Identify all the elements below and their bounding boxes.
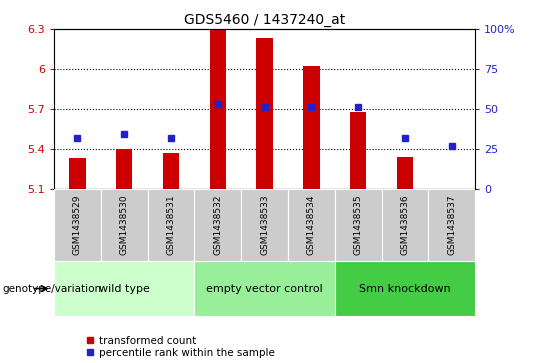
Bar bbox=[350, 111, 366, 189]
Bar bbox=[428, 189, 475, 261]
Bar bbox=[54, 189, 101, 261]
Text: GSM1438532: GSM1438532 bbox=[213, 195, 222, 255]
Text: GSM1438535: GSM1438535 bbox=[354, 195, 363, 256]
Text: GSM1438533: GSM1438533 bbox=[260, 195, 269, 256]
Bar bbox=[256, 38, 273, 189]
Text: Smn knockdown: Smn knockdown bbox=[359, 284, 451, 294]
Bar bbox=[335, 261, 475, 316]
Text: GSM1438529: GSM1438529 bbox=[73, 195, 82, 255]
Text: GSM1438534: GSM1438534 bbox=[307, 195, 316, 255]
Bar bbox=[241, 189, 288, 261]
Text: GSM1438530: GSM1438530 bbox=[120, 195, 129, 256]
Bar bbox=[54, 261, 194, 316]
Text: GSM1438536: GSM1438536 bbox=[401, 195, 409, 256]
Text: GSM1438537: GSM1438537 bbox=[447, 195, 456, 256]
Bar bbox=[163, 153, 179, 189]
Bar bbox=[303, 66, 320, 189]
Bar bbox=[397, 157, 413, 189]
Legend: transformed count, percentile rank within the sample: transformed count, percentile rank withi… bbox=[86, 336, 274, 358]
Text: empty vector control: empty vector control bbox=[206, 284, 323, 294]
Bar bbox=[194, 189, 241, 261]
Bar bbox=[101, 189, 147, 261]
Text: wild type: wild type bbox=[99, 284, 150, 294]
Bar bbox=[382, 189, 428, 261]
Text: GSM1438531: GSM1438531 bbox=[166, 195, 176, 256]
Bar bbox=[147, 189, 194, 261]
Bar bbox=[335, 189, 382, 261]
Bar bbox=[194, 261, 335, 316]
Text: genotype/variation: genotype/variation bbox=[3, 284, 102, 294]
Bar bbox=[288, 189, 335, 261]
Bar bbox=[210, 29, 226, 189]
Bar bbox=[116, 149, 132, 189]
Bar bbox=[69, 158, 85, 189]
Title: GDS5460 / 1437240_at: GDS5460 / 1437240_at bbox=[184, 13, 345, 26]
